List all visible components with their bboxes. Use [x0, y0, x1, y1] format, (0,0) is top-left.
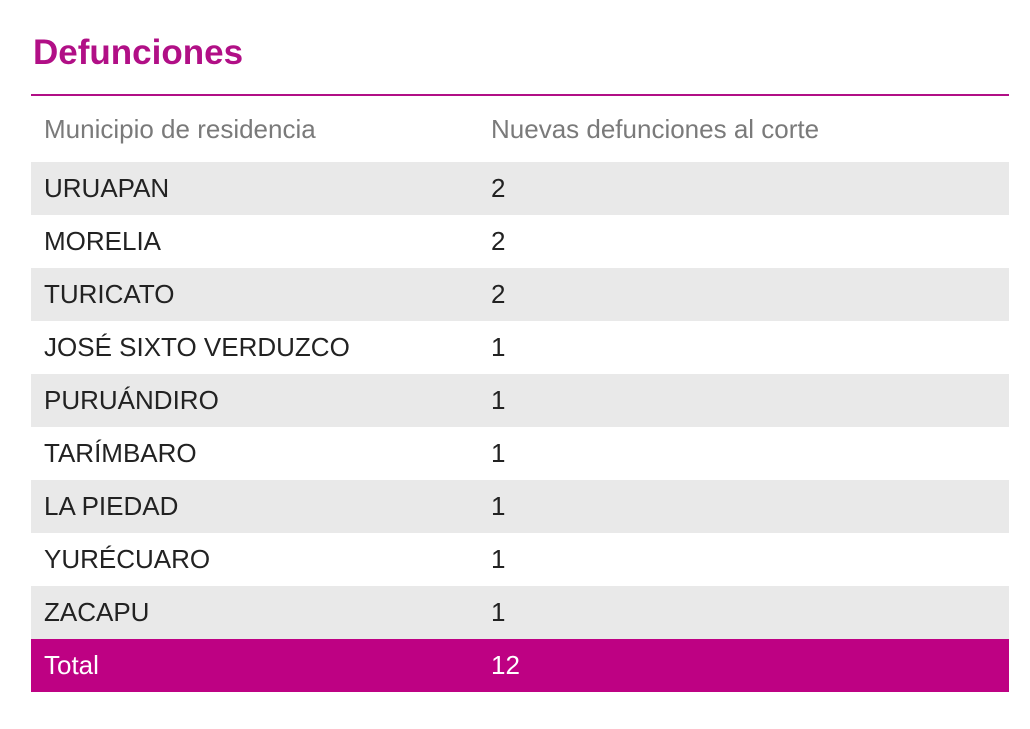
defunciones-cell: 2: [478, 215, 1009, 268]
defunciones-cell: 1: [478, 480, 1009, 533]
defunciones-panel: Defunciones Municipio de residencia Nuev…: [31, 28, 1009, 692]
defunciones-cell: 1: [478, 586, 1009, 639]
defunciones-cell: 1: [478, 427, 1009, 480]
table-row: TARÍMBARO 1: [31, 427, 1009, 480]
municipio-cell: TURICATO: [31, 268, 478, 321]
table-row: LA PIEDAD 1: [31, 480, 1009, 533]
municipio-cell: LA PIEDAD: [31, 480, 478, 533]
table-row: PURUÁNDIRO 1: [31, 374, 1009, 427]
table-row: URUAPAN 2: [31, 162, 1009, 215]
municipio-cell: YURÉCUARO: [31, 533, 478, 586]
defunciones-cell: 2: [478, 268, 1009, 321]
total-label: Total: [31, 639, 478, 692]
municipio-cell: JOSÉ SIXTO VERDUZCO: [31, 321, 478, 374]
municipio-cell: TARÍMBARO: [31, 427, 478, 480]
section-title: Defunciones: [33, 33, 244, 72]
table-row: TURICATO 2: [31, 268, 1009, 321]
total-value: 12: [478, 639, 1009, 692]
total-row: Total 12: [31, 639, 1009, 692]
table-row: YURÉCUARO 1: [31, 533, 1009, 586]
defunciones-cell: 1: [478, 533, 1009, 586]
defunciones-table: Municipio de residencia Nuevas defuncion…: [31, 96, 1009, 692]
defunciones-cell: 1: [478, 374, 1009, 427]
municipio-cell: URUAPAN: [31, 162, 478, 215]
table-header-row: Municipio de residencia Nuevas defuncion…: [31, 96, 1009, 162]
defunciones-cell: 2: [478, 162, 1009, 215]
table-row: JOSÉ SIXTO VERDUZCO 1: [31, 321, 1009, 374]
table-row: MORELIA 2: [31, 215, 1009, 268]
municipio-cell: PURUÁNDIRO: [31, 374, 478, 427]
title-divider: [31, 94, 1009, 96]
column-header-municipio: Municipio de residencia: [44, 113, 316, 144]
municipio-cell: ZACAPU: [31, 586, 478, 639]
municipio-cell: MORELIA: [31, 215, 478, 268]
defunciones-cell: 1: [478, 321, 1009, 374]
column-header-defunciones: Nuevas defunciones al corte: [491, 113, 820, 144]
table-row: ZACAPU 1: [31, 586, 1009, 639]
